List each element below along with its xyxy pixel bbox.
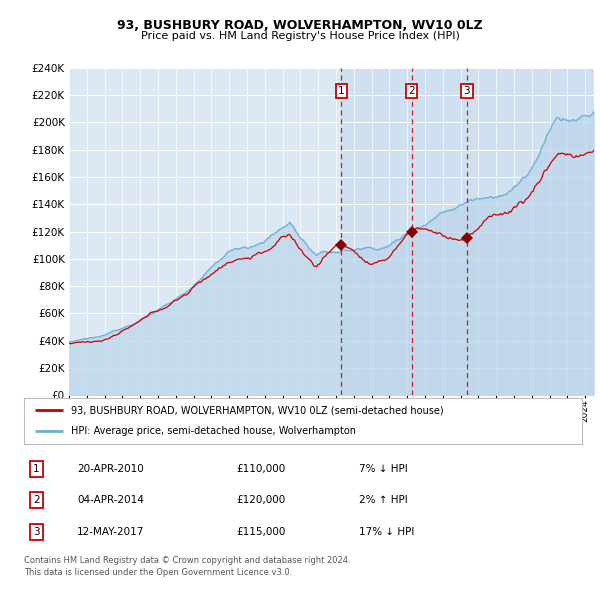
Text: 2: 2: [409, 86, 415, 96]
Text: 04-APR-2014: 04-APR-2014: [77, 496, 144, 505]
Text: Price paid vs. HM Land Registry's House Price Index (HPI): Price paid vs. HM Land Registry's House …: [140, 31, 460, 41]
Text: £110,000: £110,000: [236, 464, 285, 474]
Text: 93, BUSHBURY ROAD, WOLVERHAMPTON, WV10 0LZ: 93, BUSHBURY ROAD, WOLVERHAMPTON, WV10 0…: [117, 19, 483, 32]
Text: 3: 3: [464, 86, 470, 96]
Text: 2% ↑ HPI: 2% ↑ HPI: [359, 496, 407, 505]
Text: This data is licensed under the Open Government Licence v3.0.: This data is licensed under the Open Gov…: [24, 568, 292, 576]
Text: 7% ↓ HPI: 7% ↓ HPI: [359, 464, 407, 474]
Text: 93, BUSHBURY ROAD, WOLVERHAMPTON, WV10 0LZ (semi-detached house): 93, BUSHBURY ROAD, WOLVERHAMPTON, WV10 0…: [71, 405, 444, 415]
Text: £120,000: £120,000: [236, 496, 285, 505]
Text: 3: 3: [33, 527, 40, 537]
Text: 12-MAY-2017: 12-MAY-2017: [77, 527, 145, 537]
Text: 1: 1: [33, 464, 40, 474]
Text: Contains HM Land Registry data © Crown copyright and database right 2024.: Contains HM Land Registry data © Crown c…: [24, 556, 350, 565]
Text: HPI: Average price, semi-detached house, Wolverhampton: HPI: Average price, semi-detached house,…: [71, 426, 356, 436]
Text: 17% ↓ HPI: 17% ↓ HPI: [359, 527, 414, 537]
Text: 1: 1: [338, 86, 344, 96]
Text: 2: 2: [33, 496, 40, 505]
Bar: [341, 68, 594, 395]
Text: 20-APR-2010: 20-APR-2010: [77, 464, 144, 474]
Text: £115,000: £115,000: [236, 527, 286, 537]
